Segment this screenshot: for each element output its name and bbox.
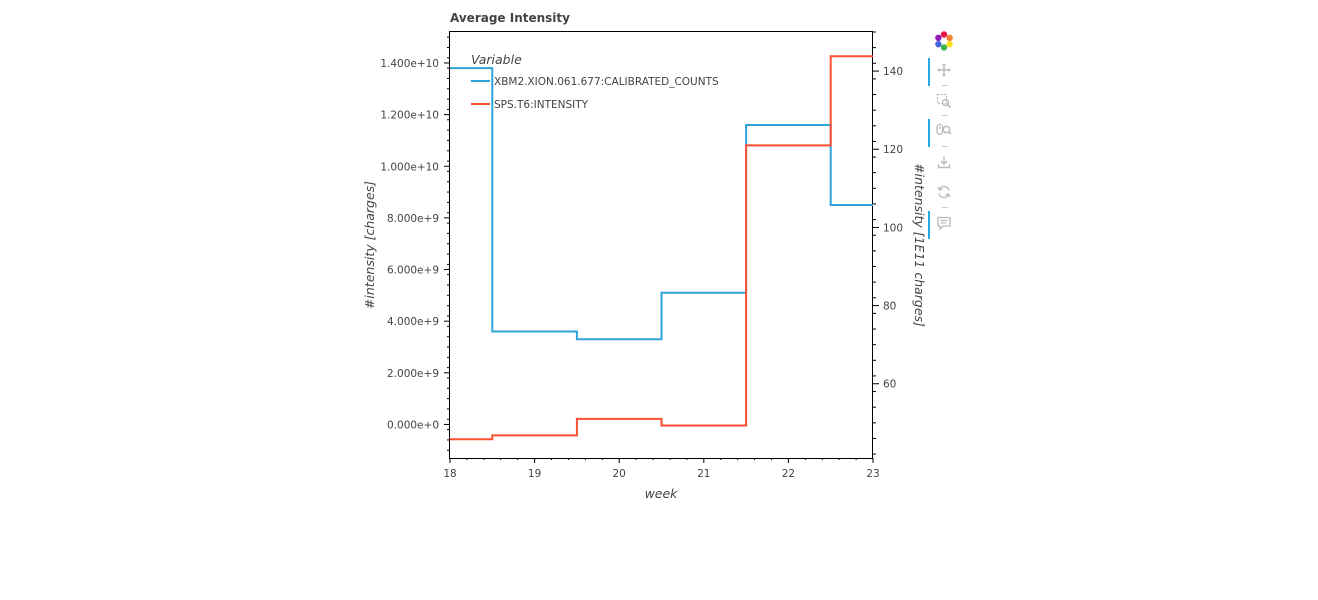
legend-title: Variable — [471, 52, 522, 67]
reset-tool-button[interactable] — [928, 180, 960, 204]
y-left-tick-label: 0.000e+0 — [387, 419, 439, 431]
toolbar — [928, 28, 960, 248]
series-line-2 — [450, 55, 873, 441]
y-left-tick-label: 6.000e+9 — [387, 265, 439, 277]
chart-title: Average Intensity — [450, 11, 570, 25]
y-axis-right-label: #intensity [1E11 charges] — [912, 163, 927, 327]
x-axis-label: week — [645, 486, 679, 501]
y-right-tick-label: 140 — [883, 66, 903, 78]
box-zoom-tool-button[interactable] — [928, 89, 960, 113]
y-right-tick-label: 80 — [883, 301, 896, 313]
legend-label: XBM2.XION.061.677:CALIBRATED_COUNTS — [494, 76, 719, 88]
x-axis: 18 19 20 21 22 23 — [443, 458, 880, 480]
save-tool-button[interactable] — [928, 150, 960, 174]
plot-frame — [449, 31, 873, 459]
y-right-tick-label: 120 — [883, 144, 903, 156]
x-tick-label: 23 — [866, 468, 879, 480]
wheel-zoom-tool-button[interactable] — [928, 119, 960, 147]
reset-icon — [937, 185, 951, 199]
x-tick-label: 21 — [697, 468, 710, 480]
save-icon — [937, 156, 951, 169]
x-tick-label: 18 — [443, 468, 456, 480]
y-left-tick-label: 1.200e+10 — [380, 110, 439, 122]
x-tick-label: 19 — [528, 468, 541, 480]
hover-tool-button[interactable] — [928, 211, 960, 239]
y-left-tick-label: 1.000e+10 — [380, 161, 439, 173]
y-left-tick-label: 8.000e+9 — [387, 213, 439, 225]
legend-label: SPS.T6:INTENSITY — [494, 99, 589, 111]
hover-icon — [937, 216, 951, 231]
y-left-tick-label: 2.000e+9 — [387, 368, 439, 380]
y-axis-left: 0.000e+0 2.000e+9 4.000e+9 6.000e+9 8.000e+9… — [380, 36, 450, 451]
wheel-zoom-icon — [936, 123, 952, 136]
y-axis-left-label: #intensity [charges] — [362, 181, 377, 309]
pan-tool-button[interactable] — [928, 58, 960, 86]
pan-icon — [937, 63, 951, 77]
box-zoom-icon — [936, 93, 952, 109]
y-right-tick-label: 100 — [883, 222, 903, 234]
x-tick-label: 20 — [613, 468, 626, 480]
y-left-tick-label: 1.400e+10 — [380, 58, 439, 70]
legend: Variable XBM2.XION.061.677:CALIBRATED_CO… — [471, 52, 719, 111]
y-left-tick-label: 4.000e+9 — [387, 316, 439, 328]
series-layer — [450, 55, 873, 441]
x-tick-label: 22 — [782, 468, 795, 480]
bokeh-logo-icon[interactable] — [933, 30, 955, 52]
y-right-tick-label: 60 — [883, 379, 896, 391]
y-axis-right: 60 80 100 120 140 — [873, 31, 903, 455]
